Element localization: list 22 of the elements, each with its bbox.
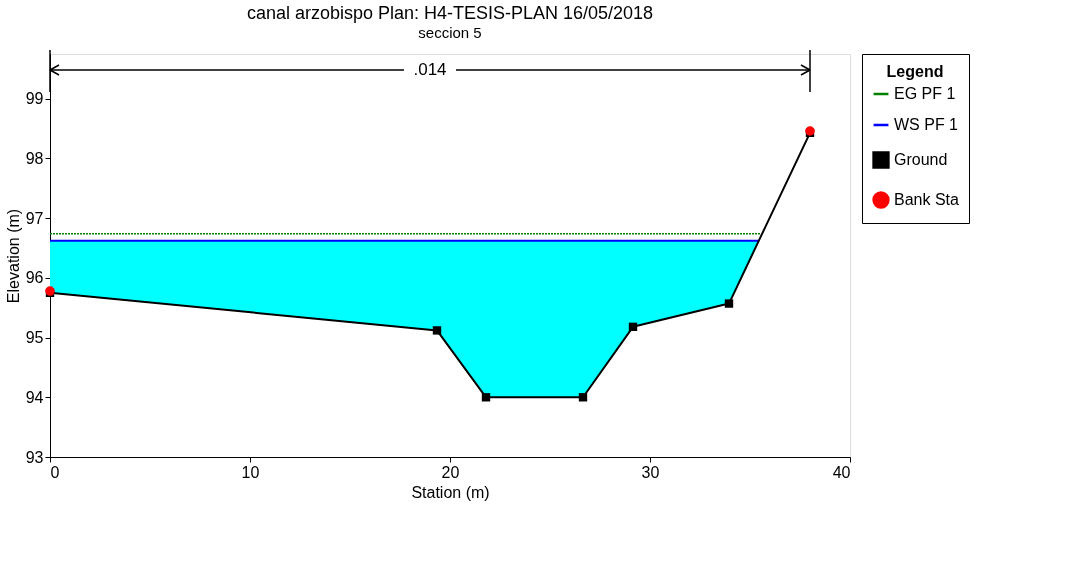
y-axis-title: Elevation (m) [4,208,22,304]
y-tick-label: 94 [25,388,44,406]
x-axis-title: Station (m) [411,483,490,501]
annotation: .014 [413,60,447,79]
legend-label: EG PF 1 [894,85,956,102]
y-tick-label: 95 [25,329,44,347]
x-tick-label: 30 [641,463,660,481]
x-tick-label: 0 [50,463,60,481]
x-tick-label: 10 [241,463,260,481]
x-tick-label: 40 [832,463,851,481]
y-tick-label: 99 [25,90,44,108]
y-tick-label: 96 [25,269,44,287]
legend-label: Bank Sta [894,191,960,208]
chart-subtitle: seccion 5 [418,24,482,42]
legend-title: Legend [886,63,944,80]
y-tick-label: 98 [25,149,44,167]
x-tick-label: 20 [441,463,460,481]
y-tick-label: 93 [25,448,44,466]
chart-title: canal arzobispo Plan: H4-TESIS-PLAN 16/05/2018 [246,3,654,24]
y-tick-label: 97 [25,209,44,227]
legend-label: WS PF 1 [894,116,959,133]
legend-label: Ground [894,151,948,168]
